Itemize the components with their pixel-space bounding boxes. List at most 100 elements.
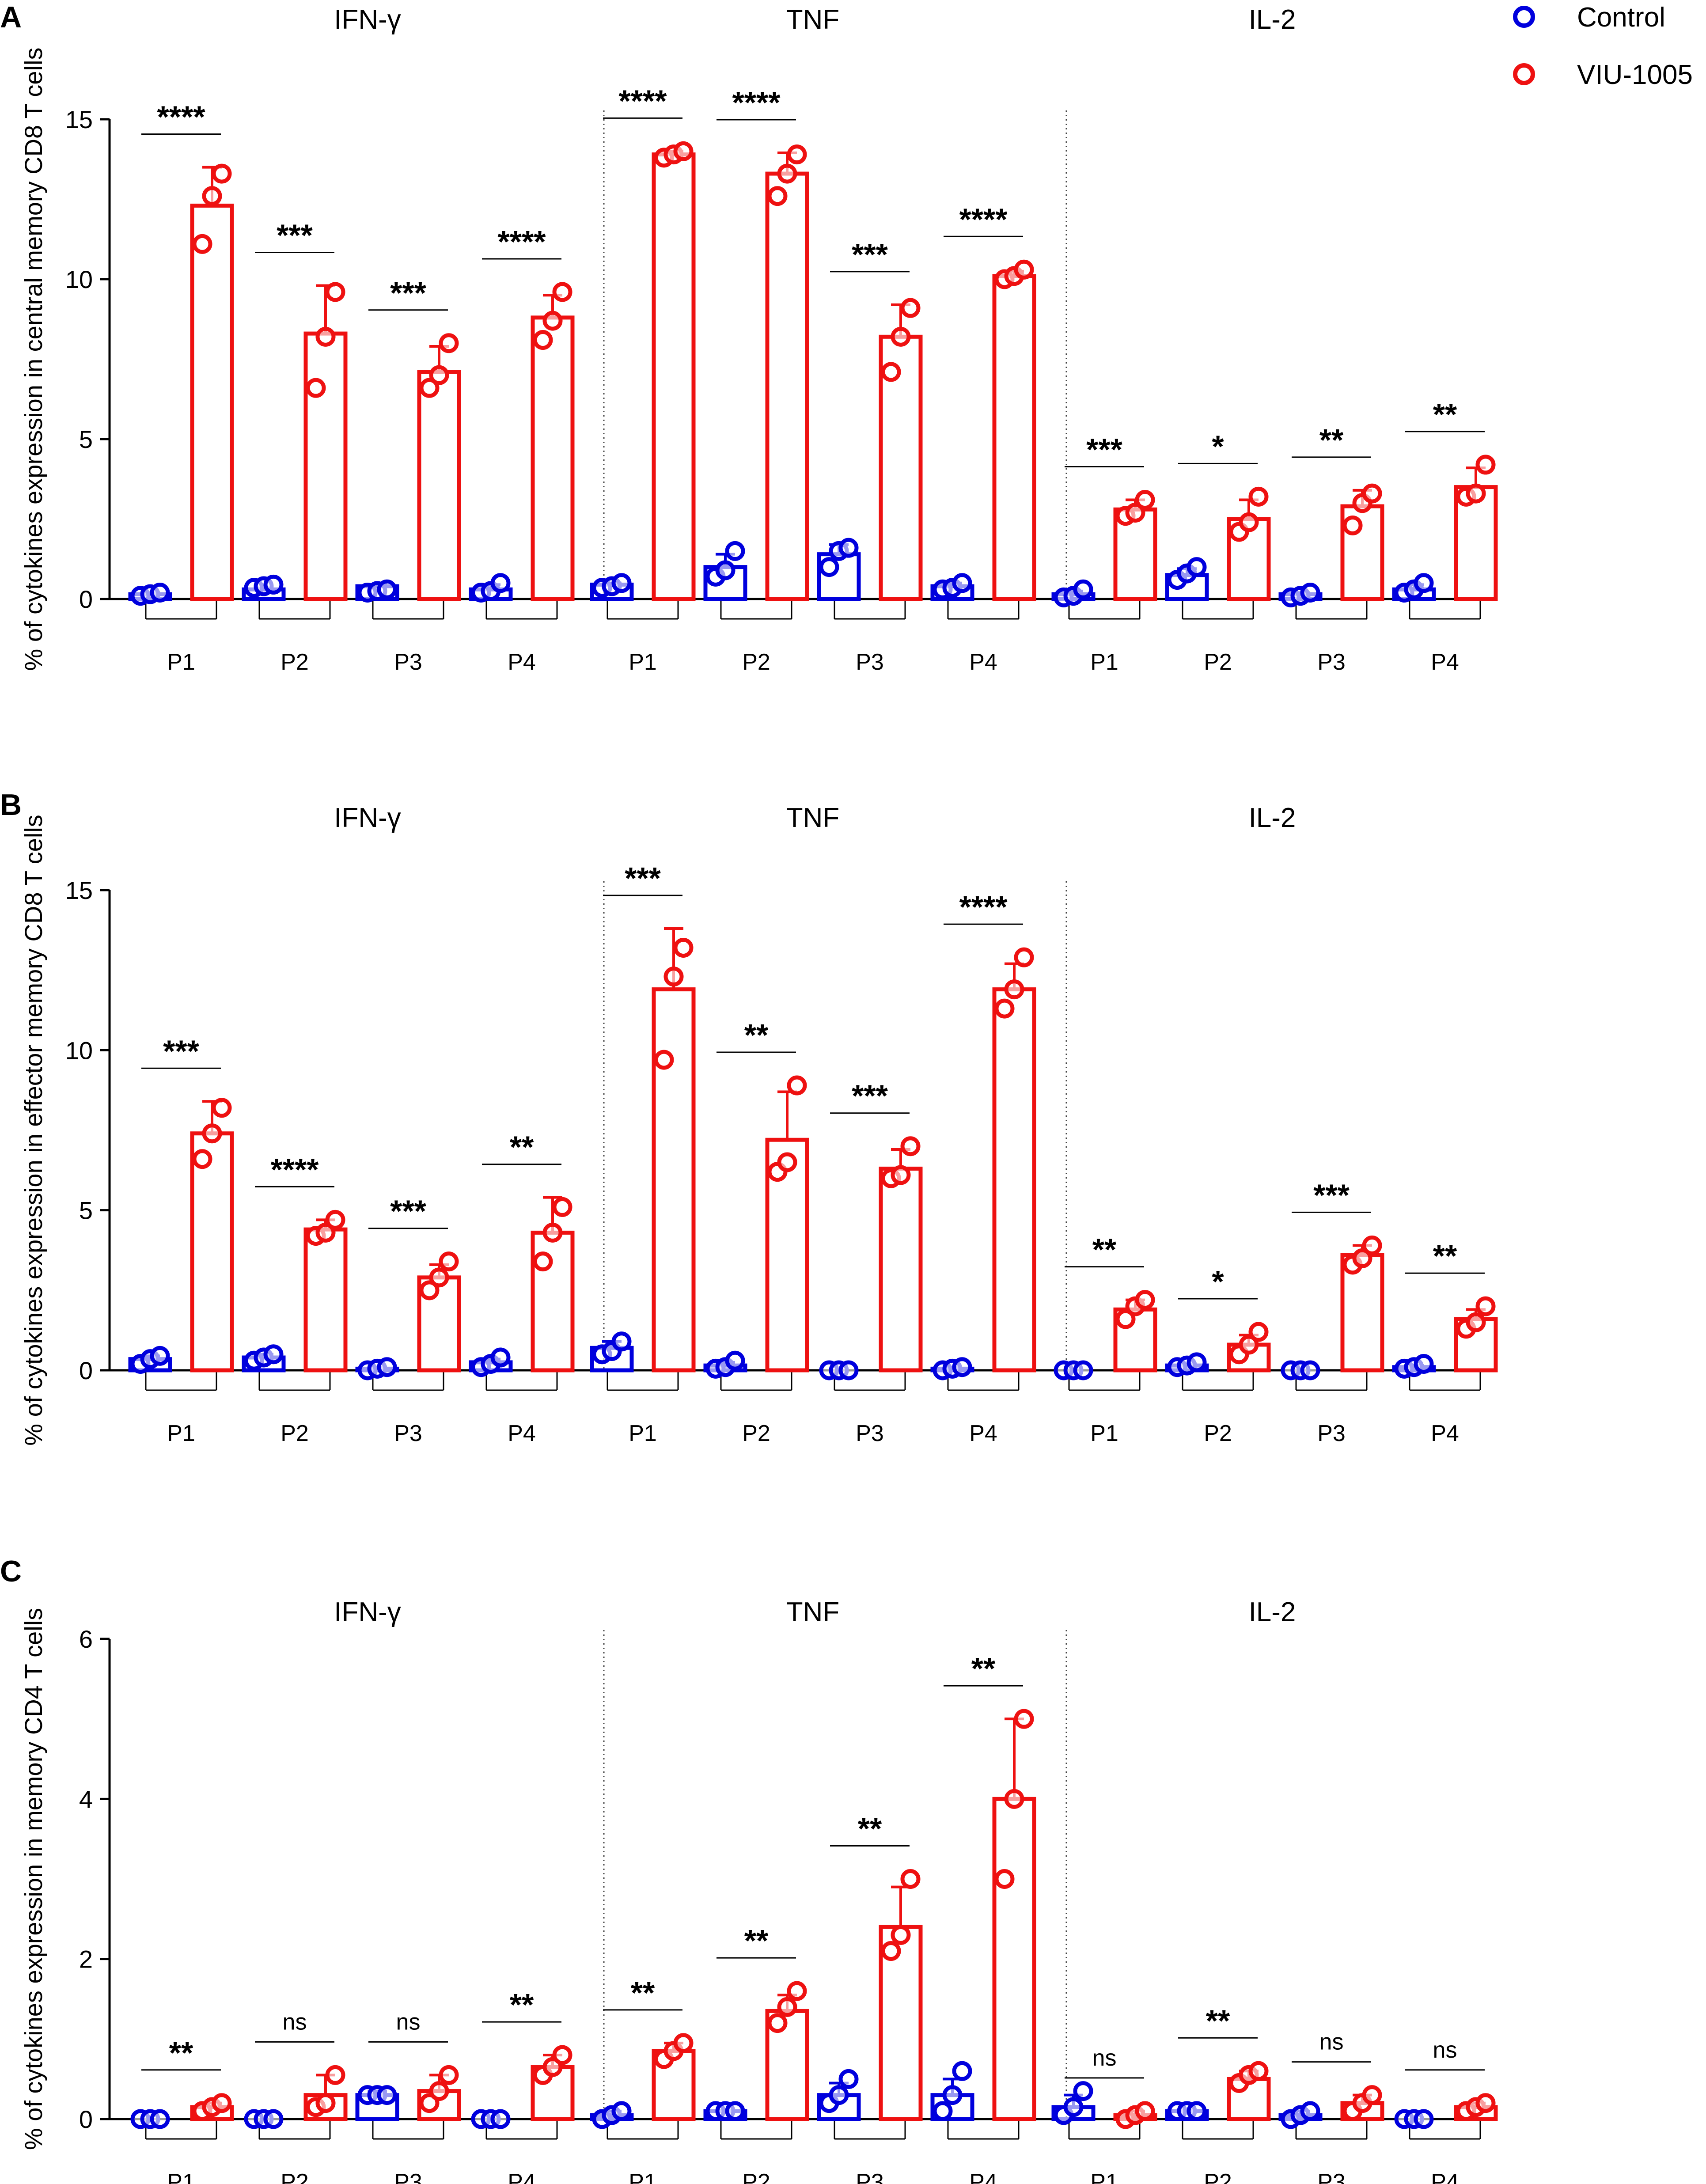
group-title: IFN-γ — [334, 4, 401, 35]
data-point — [306, 378, 326, 398]
data-point — [1073, 579, 1093, 599]
data-point — [1115, 1309, 1136, 1329]
significance-label: *** — [390, 276, 426, 310]
significance-label: **** — [619, 83, 667, 118]
legend-marker-viu — [1513, 63, 1535, 85]
significance-label: * — [1212, 1264, 1224, 1299]
data-point — [1135, 2101, 1155, 2121]
data-point — [1352, 1248, 1372, 1268]
data-point — [202, 1123, 222, 1144]
data-point — [900, 1136, 921, 1156]
data-point — [263, 2109, 284, 2129]
x-category-label: P1 — [1090, 1421, 1118, 1446]
data-point — [767, 2013, 788, 2033]
data-point — [1187, 2101, 1207, 2121]
data-point — [552, 2045, 572, 2065]
data-point — [725, 541, 745, 561]
data-point — [1414, 2109, 1434, 2129]
data-point — [952, 2061, 972, 2081]
data-point — [439, 333, 459, 353]
data-point — [315, 1222, 336, 1243]
data-point — [1475, 1296, 1496, 1316]
data-point — [1014, 947, 1034, 967]
data-point — [1466, 483, 1486, 504]
significance-label: *** — [1086, 432, 1122, 467]
data-point — [192, 234, 212, 254]
data-point — [429, 365, 449, 385]
data-point — [942, 2085, 963, 2105]
data-point — [439, 2065, 459, 2085]
x-category-label: P3 — [394, 2169, 422, 2184]
data-point — [715, 560, 735, 580]
y-tick-label: 5 — [79, 1197, 93, 1225]
data-point — [1362, 483, 1382, 504]
y-tick-label: 5 — [79, 425, 93, 453]
viu-1005-bar — [992, 274, 1036, 601]
x-category-label: P1 — [629, 1421, 657, 1446]
viu-1005-bar — [303, 1227, 348, 1373]
significance-label: ns — [1433, 2037, 1457, 2063]
y-tick-label: 10 — [65, 1036, 93, 1064]
data-point — [377, 1357, 397, 1377]
x-category-label: P3 — [1317, 1421, 1346, 1446]
data-point — [1342, 515, 1363, 535]
data-point — [900, 298, 921, 318]
data-point — [419, 378, 440, 398]
panel-letter: A — [0, 0, 22, 34]
x-category-label: P3 — [394, 649, 422, 675]
group-title: TNF — [786, 803, 840, 833]
legend-label-viu: VIU-1005 — [1577, 60, 1693, 90]
data-point — [552, 282, 572, 302]
significance-label: ** — [858, 1812, 882, 1846]
significance-label: *** — [625, 861, 661, 895]
y-axis-label: % of cytokines expression in effector me… — [19, 815, 47, 1446]
significance-label: *** — [277, 218, 313, 252]
data-point — [325, 1210, 345, 1230]
data-point — [881, 362, 901, 382]
legend-marker-control — [1513, 6, 1535, 28]
x-category-label: P2 — [742, 1421, 770, 1446]
data-point — [1004, 979, 1024, 1000]
viu-1005-bar — [765, 171, 809, 601]
x-category-label: P1 — [167, 1421, 195, 1446]
data-point — [1063, 2097, 1084, 2117]
data-point — [654, 1050, 674, 1070]
data-point — [891, 1925, 911, 1945]
group-title: IFN-γ — [334, 803, 401, 833]
significance-label: **** — [498, 224, 546, 259]
significance-label: ** — [1433, 397, 1457, 432]
y-tick-label: 0 — [79, 585, 93, 613]
data-point — [1414, 1354, 1434, 1374]
x-category-label: P2 — [1204, 2169, 1232, 2184]
x-category-label: P3 — [1317, 2169, 1346, 2184]
significance-label: ** — [1319, 423, 1344, 457]
data-point — [952, 1357, 972, 1377]
data-point — [1187, 1352, 1207, 1373]
data-point — [1300, 1360, 1320, 1380]
y-tick-label: 6 — [79, 1625, 93, 1653]
x-category-label: P1 — [629, 2169, 657, 2184]
x-category-label: P3 — [394, 1421, 422, 1446]
y-tick-label: 15 — [65, 876, 93, 904]
data-point — [933, 2101, 953, 2121]
group-title: TNF — [786, 1597, 840, 1627]
y-tick-label: 4 — [79, 1785, 93, 1813]
significance-label: *** — [163, 1034, 199, 1068]
viu-1005-bar — [992, 987, 1036, 1373]
data-point — [767, 186, 788, 206]
data-point — [673, 2033, 694, 2053]
data-point — [490, 2109, 511, 2129]
group-title: IFN-γ — [334, 1597, 401, 1627]
data-point — [377, 579, 397, 599]
data-point — [663, 967, 684, 987]
significance-label: *** — [1313, 1178, 1350, 1212]
data-point — [829, 2085, 849, 2105]
data-point — [1135, 1290, 1155, 1310]
x-category-label: P3 — [1317, 649, 1346, 675]
data-point — [1014, 1709, 1034, 1729]
viu-1005-bar — [652, 152, 696, 601]
significance-label: ns — [1319, 2029, 1344, 2055]
data-point — [1362, 2085, 1382, 2105]
significance-label: *** — [390, 1194, 426, 1228]
x-category-label: P2 — [281, 2169, 309, 2184]
